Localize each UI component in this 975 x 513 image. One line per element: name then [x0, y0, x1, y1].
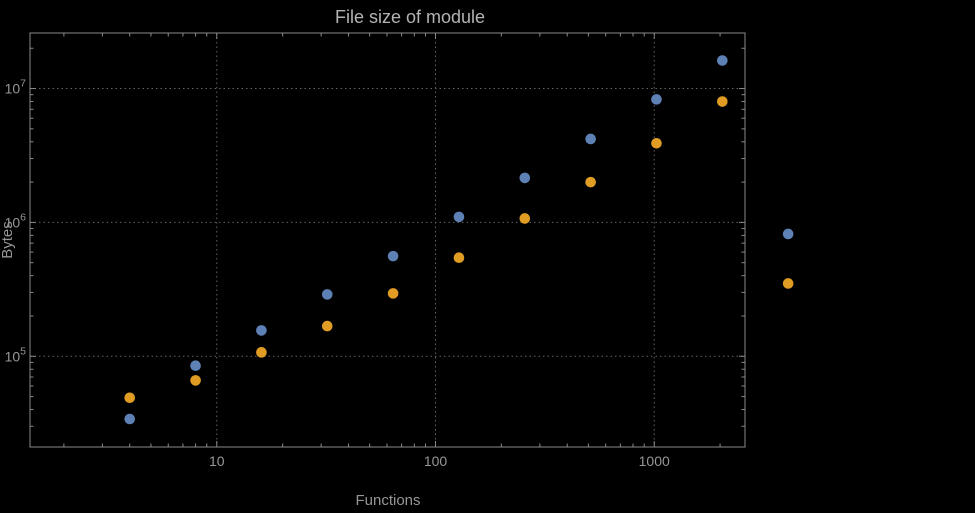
x-tick-label: 1000	[639, 453, 670, 469]
data-point-blue-series	[256, 325, 267, 336]
data-point-blue-series	[190, 360, 201, 372]
data-point-orange-series	[321, 320, 333, 332]
data-point-orange-series	[782, 278, 794, 289]
chart-title: File size of module	[335, 7, 485, 27]
data-point-orange-series	[519, 213, 531, 224]
x-tick-label: 10	[209, 453, 225, 469]
data-point-blue-series	[717, 55, 728, 66]
data-point-orange-series	[190, 375, 201, 386]
data-point-blue-series	[453, 211, 465, 223]
y-axis-label: Bytes	[0, 221, 16, 259]
data-point-blue-series	[321, 289, 333, 300]
x-axis-label: Functions	[355, 492, 420, 509]
data-point-blue-series	[519, 172, 531, 184]
data-point-orange-series	[651, 137, 662, 149]
data-point-blue-series	[651, 94, 662, 105]
data-point-blue-series	[585, 133, 596, 145]
y-tick-label: 105	[5, 345, 27, 364]
plot-frame	[29, 32, 746, 448]
data-point-blue-series	[387, 250, 399, 262]
data-point-blue-series	[782, 228, 794, 240]
data-point-orange-series	[453, 252, 465, 263]
data-point-blue-series	[124, 413, 136, 425]
data-point-orange-series	[387, 288, 399, 299]
y-tick-label: 107	[5, 78, 27, 97]
data-point-orange-series	[256, 347, 267, 358]
x-tick-label: 100	[424, 453, 448, 469]
data-point-orange-series	[717, 96, 728, 107]
data-point-orange-series	[124, 392, 136, 404]
data-point-orange-series	[585, 176, 596, 188]
